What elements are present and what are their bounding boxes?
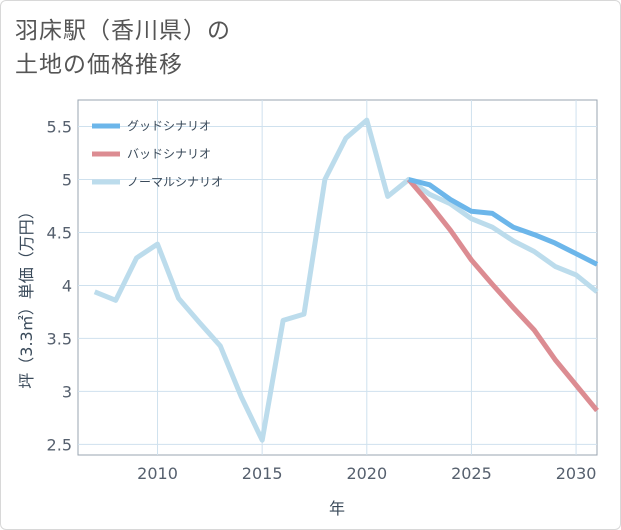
y-tick-label: 3 [62,382,72,401]
x-tick-label: 2030 [556,464,597,483]
y-tick-label: 3.5 [47,329,72,348]
series-lines [93,117,599,443]
y-tick-label: 2.5 [47,435,72,454]
plot-border [77,99,598,456]
x-axis-label: 年 [329,499,345,518]
series-line-0 [408,177,599,267]
legend-label-0: グッドシナリオ [127,119,211,133]
series-line-1 [406,177,599,413]
y-tick-label: 4.5 [47,223,72,242]
chart-title: 羽床駅（香川県）の 土地の価格推移 [15,14,231,82]
gridlines [78,100,597,455]
y-tick-label: 5 [62,170,72,189]
x-tick-label: 2010 [137,464,178,483]
y-axis-label: 坪（3.3㎡）単価（万円） [17,203,36,388]
chart-title-line-1: 羽床駅（香川県）の [15,18,231,44]
legend-label-2: ノーマルシナリオ [127,175,223,189]
series-line-2 [93,117,599,443]
tick-labels: 2010 2015 2020 2025 2030 2.5 3 3.5 4 4.5 5 5.5 [47,117,597,483]
y-tick-label: 5.5 [47,117,72,136]
x-tick-label: 2015 [242,464,283,483]
y-tick-label: 4 [62,276,72,295]
chart-title-line-2: 土地の価格推移 [15,52,183,78]
legend-label-1: バッドシナリオ [127,147,211,161]
x-tick-label: 2020 [346,464,387,483]
x-tick-label: 2025 [451,464,492,483]
